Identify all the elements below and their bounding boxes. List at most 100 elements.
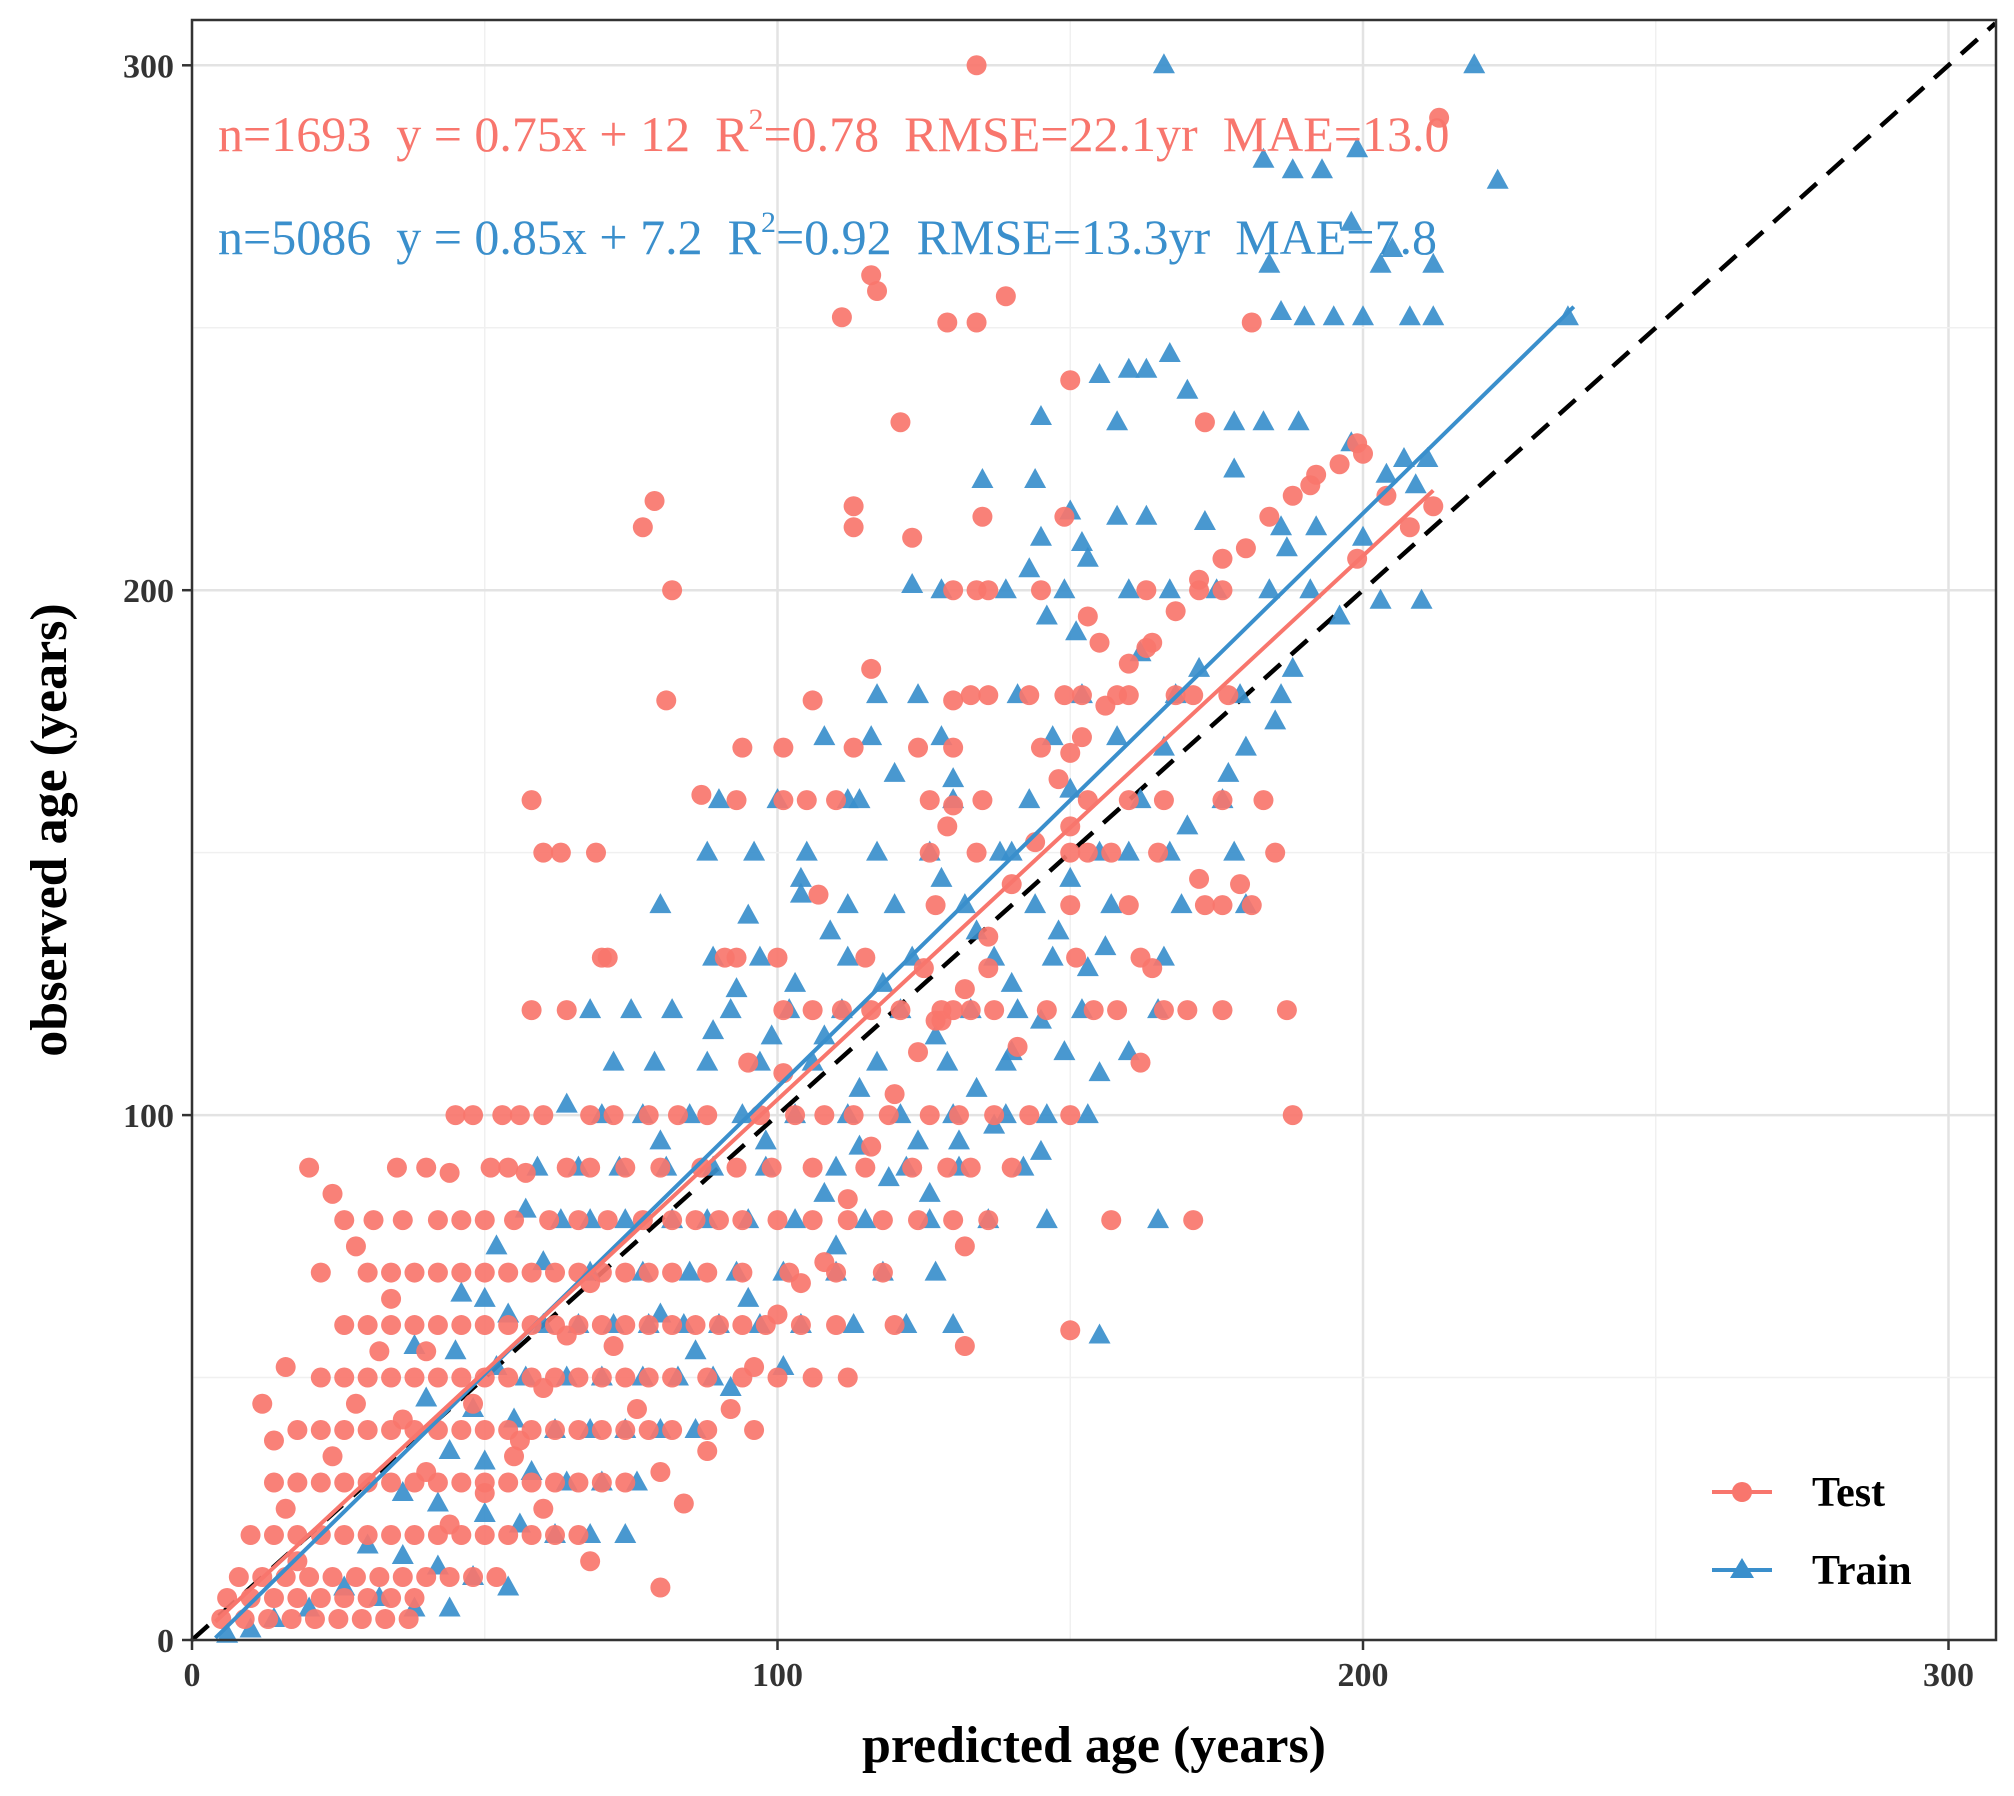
- test-point: [451, 1472, 472, 1493]
- test-point: [1001, 1157, 1022, 1178]
- test-point: [310, 1472, 331, 1493]
- test-point: [831, 1000, 852, 1021]
- test-point: [451, 1367, 472, 1388]
- test-point: [1259, 506, 1280, 527]
- train-point: [239, 1617, 262, 1638]
- test-point: [351, 1609, 372, 1630]
- train-point: [866, 683, 889, 704]
- test-point: [773, 790, 794, 811]
- test-point: [650, 1577, 671, 1598]
- test-point: [556, 1157, 577, 1178]
- test-point: [843, 737, 864, 758]
- train-point: [649, 1129, 672, 1150]
- test-point: [790, 1273, 811, 1294]
- train-point: [784, 1208, 807, 1229]
- test-point: [357, 1367, 378, 1388]
- test-point: [521, 1472, 542, 1493]
- test-point: [334, 1472, 355, 1493]
- test-point: [345, 1567, 366, 1588]
- train-point: [866, 840, 889, 861]
- train-point: [426, 1491, 449, 1512]
- train-point: [1024, 467, 1047, 488]
- train-point: [696, 840, 719, 861]
- test-point: [978, 926, 999, 947]
- test-point: [1030, 580, 1051, 601]
- test-point: [1089, 632, 1110, 653]
- test-point: [1399, 517, 1420, 538]
- test-mae: MAE=13.0: [1223, 106, 1450, 162]
- test-point: [1060, 742, 1081, 763]
- test-point: [357, 1525, 378, 1546]
- test-r2-superscript: 2: [748, 103, 763, 136]
- test-point: [802, 1000, 823, 1021]
- legend-item-train: Train: [1712, 1548, 1912, 1594]
- test-point: [802, 1210, 823, 1231]
- test-point: [937, 312, 958, 333]
- test-point: [697, 1420, 718, 1441]
- train-r2-label: R: [728, 209, 762, 265]
- test-point: [697, 1105, 718, 1126]
- test-point: [826, 790, 847, 811]
- legend-train-marker: [1730, 1558, 1754, 1578]
- test-point: [498, 1315, 519, 1336]
- test-point: [1165, 601, 1186, 622]
- test-point: [287, 1472, 308, 1493]
- train-point: [1059, 866, 1082, 887]
- train-point: [784, 971, 807, 992]
- test-point: [310, 1588, 331, 1609]
- test-point: [1282, 485, 1303, 506]
- test-point: [1101, 1210, 1122, 1231]
- test-point: [697, 1367, 718, 1388]
- test-point: [890, 1000, 911, 1021]
- train-point: [602, 1050, 625, 1071]
- test-point: [591, 1420, 612, 1441]
- test-point: [591, 1472, 612, 1493]
- test-point: [404, 1525, 425, 1546]
- train-point: [1352, 305, 1374, 326]
- test-point: [1189, 868, 1210, 889]
- test-point: [474, 1367, 495, 1388]
- test-point: [1423, 496, 1444, 517]
- train-point: [1270, 515, 1293, 536]
- test-point: [1077, 606, 1098, 627]
- train-point: [1422, 305, 1445, 326]
- test-point: [263, 1525, 284, 1546]
- train-point: [854, 1208, 877, 1229]
- train-point: [1299, 578, 1322, 599]
- train-point: [1346, 137, 1369, 158]
- test-point: [299, 1567, 320, 1588]
- test-point: [416, 1157, 437, 1178]
- test-point: [1130, 1052, 1151, 1073]
- train-point: [1035, 1103, 1058, 1124]
- test-point: [925, 895, 946, 916]
- test-point: [556, 1325, 577, 1346]
- test-point: [1276, 1000, 1297, 1021]
- test-point: [855, 947, 876, 968]
- test-point: [937, 1157, 958, 1178]
- test-point: [708, 1210, 729, 1231]
- test-r2-value: =0.78: [763, 106, 879, 162]
- train-point: [1053, 578, 1076, 599]
- train-point: [924, 1024, 947, 1045]
- test-point: [545, 1420, 566, 1441]
- train-rmse: RMSE=13.3yr: [917, 209, 1211, 265]
- test-point: [908, 737, 929, 758]
- train-point: [1158, 341, 1181, 362]
- test-point: [404, 1367, 425, 1388]
- train-stats-annotation: n=5086 y = 0.85x + 7.2 R2=0.92 RMSE=13.3…: [218, 206, 1437, 265]
- test-point: [954, 1236, 975, 1257]
- test-point: [404, 1315, 425, 1336]
- test-point: [357, 1588, 378, 1609]
- train-point: [994, 578, 1017, 599]
- train-point: [1287, 410, 1310, 431]
- train-point: [813, 725, 836, 746]
- test-point: [978, 1210, 999, 1231]
- test-point: [744, 1357, 765, 1378]
- y-axis-ticks: 0 100 200 300: [123, 48, 192, 1660]
- test-point: [474, 1315, 495, 1336]
- test-point: [667, 1105, 688, 1126]
- train-point: [901, 572, 924, 593]
- train-fit-line: [214, 305, 1576, 1640]
- train-point: [438, 1439, 461, 1460]
- train-point: [1047, 919, 1070, 940]
